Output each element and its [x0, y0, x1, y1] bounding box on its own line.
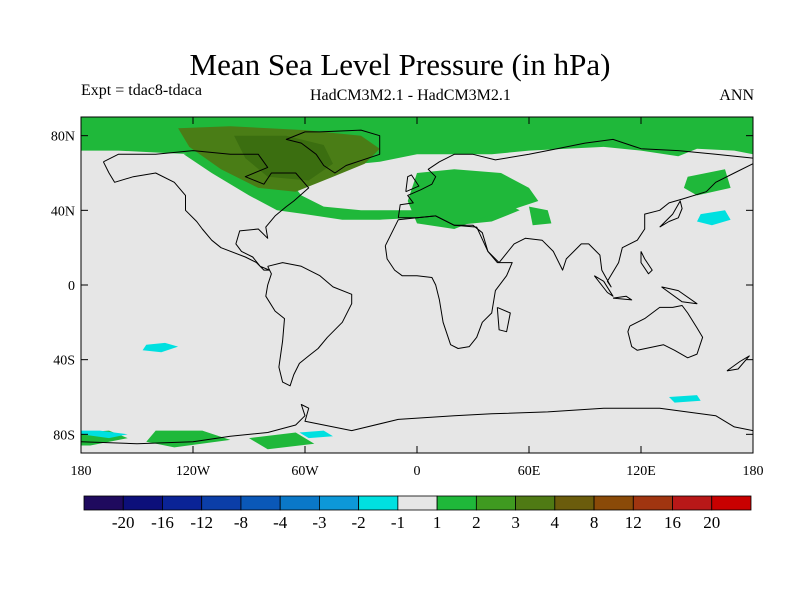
region-antarctic-green-3: [249, 432, 315, 450]
colorbar-swatch: [593, 495, 634, 511]
colorbar-swatch: [436, 495, 477, 511]
coastline: [593, 275, 614, 297]
coastlines: [81, 129, 753, 445]
region-east-asia-green: [683, 169, 731, 196]
model-label: HadCM3M2.1 - HadCM3M2.1: [310, 87, 511, 104]
colorbar-swatch: [515, 495, 556, 511]
region-cyan-south-pacific: [142, 342, 179, 353]
coastline: [661, 286, 698, 305]
colorbar-label: -4: [273, 513, 288, 532]
colorbar-label: -20: [112, 513, 135, 532]
coastline: [397, 138, 753, 288]
lon-tick-label: 60W: [291, 464, 319, 479]
coastline: [659, 200, 683, 228]
experiment-label: Expt = tdac8-tdaca: [81, 82, 202, 99]
colorbar-label: -1: [391, 513, 405, 532]
lat-tick-label: 40S: [53, 354, 75, 369]
colorbar-swatch: [319, 495, 360, 511]
colorbar-swatch: [162, 495, 203, 511]
lon-tick-label: 120E: [626, 464, 656, 479]
colorbar-label: 16: [664, 513, 681, 532]
colorbar-swatch: [475, 495, 516, 511]
lon-tick-label: 60E: [518, 464, 541, 479]
lon-tick-label: 120W: [176, 464, 211, 479]
colorbar-swatch: [554, 495, 595, 511]
colorbar-label: 3: [511, 513, 520, 532]
coastline: [627, 305, 704, 359]
colorbar-swatch: [279, 495, 320, 511]
colorbar-label: 8: [590, 513, 599, 532]
region-north-olive-2: [234, 135, 333, 181]
lon-tick-label: 180: [743, 464, 764, 479]
colorbar-label: -3: [312, 513, 326, 532]
anomaly-regions: [81, 117, 753, 450]
region-cyan-antarctic-2: [299, 430, 333, 439]
colorbar-label: -2: [352, 513, 366, 532]
region-asia-green: [529, 206, 552, 226]
lat-tick-label: 80N: [51, 130, 75, 145]
colorbar-swatch: [632, 495, 673, 511]
colorbar-swatch: [397, 495, 438, 511]
region-cyan-north-pacific: [697, 210, 731, 226]
lon-tick-label: 180: [71, 464, 92, 479]
coastline: [285, 129, 381, 174]
colorbar: -20 -16 -12 -8 -4 -3 -2 -1 1 2 3 4 8 12 16 20: [83, 495, 752, 532]
coastline: [265, 262, 353, 387]
coastline: [612, 295, 633, 301]
colorbar-swatch: [122, 495, 163, 511]
map-title: Mean Sea Level Pressure (in hPa): [189, 47, 611, 82]
lon-tick-label: 0: [414, 464, 421, 479]
colorbar-swatch: [711, 495, 752, 511]
colorbar-label: 4: [551, 513, 560, 532]
colorbar-swatch: [358, 495, 399, 511]
coastline: [496, 306, 511, 333]
lat-tick-label: 0: [68, 279, 75, 294]
region-antarctic-green-2: [146, 430, 231, 448]
region-europe-asia-green: [407, 169, 539, 229]
coastline: [102, 150, 310, 271]
region-cyan-southern-ocean: [669, 395, 701, 403]
colorbar-swatch: [240, 495, 281, 511]
season-label: ANN: [719, 87, 754, 104]
colorbar-label: 12: [625, 513, 642, 532]
colorbar-label: -12: [190, 513, 213, 532]
colorbar-label: -8: [234, 513, 248, 532]
colorbar-label: 2: [472, 513, 481, 532]
coastline: [405, 174, 420, 193]
coastline: [726, 355, 750, 372]
colorbar-label: 1: [433, 513, 442, 532]
lat-tick-label: 40N: [51, 204, 75, 219]
colorbar-swatch: [201, 495, 242, 511]
coastline: [384, 215, 513, 349]
colorbar-label: -16: [151, 513, 174, 532]
colorbar-label: 20: [703, 513, 720, 532]
lat-tick-label: 80S: [53, 428, 75, 443]
coastline: [81, 404, 753, 445]
colorbar-swatch: [83, 495, 124, 511]
colorbar-swatch: [672, 495, 713, 511]
region-cyan-antarctic-1: [81, 430, 128, 439]
map-background: [81, 117, 753, 453]
map-axes: 80N 40N 0 40S 80S 180 120W 60W 0 60E 120E 180: [51, 117, 764, 479]
coastline: [640, 251, 653, 275]
